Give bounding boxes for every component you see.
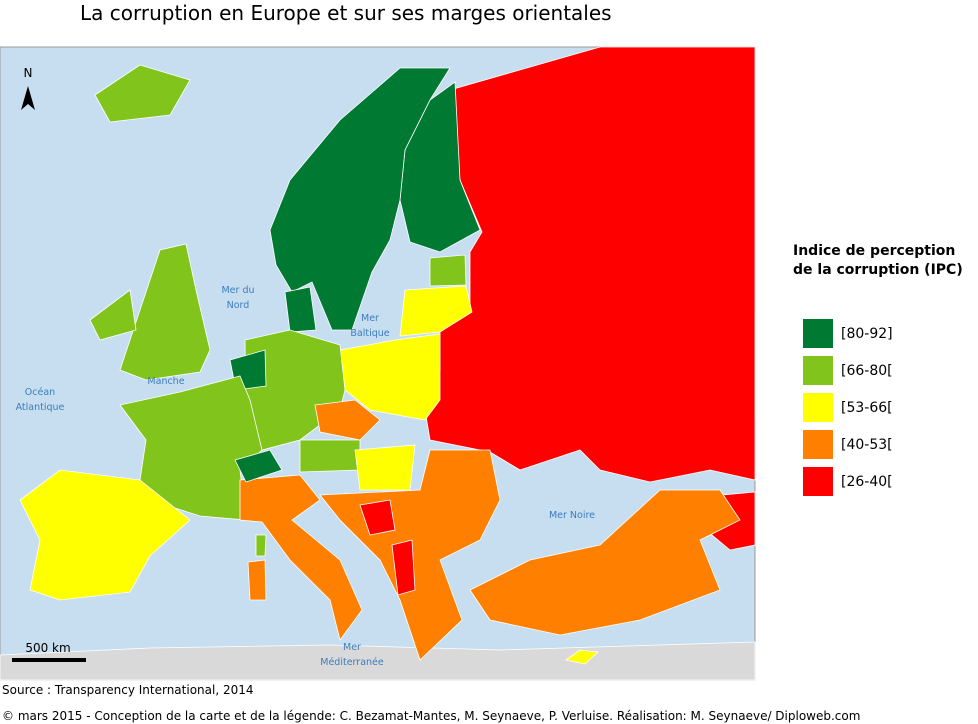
sea-label: Océan	[25, 387, 55, 398]
legend: Indice de perception de la corruption (IP…	[793, 243, 963, 496]
legend-label: [40-53[	[841, 437, 893, 453]
sea-label: Méditerranée	[320, 657, 384, 668]
north-arrow	[21, 86, 35, 110]
legend-label: [66-80[	[841, 363, 893, 379]
legend-swatch	[803, 467, 833, 496]
sea-label: Mer	[361, 313, 379, 324]
sea-label: Mer	[343, 642, 361, 653]
title: La corruption en Europe et sur ses marge…	[80, 1, 612, 25]
sea-label: Mer du	[221, 285, 254, 296]
legend-swatch	[803, 356, 833, 385]
legend-title: Indice de perception	[793, 243, 955, 259]
scale-label: 500 km	[25, 641, 70, 655]
sea-label: Baltique	[350, 328, 389, 339]
legend-swatch	[803, 393, 833, 422]
land	[0, 46, 756, 681]
legend-label: [80-92]	[841, 326, 893, 342]
legend-title: de la corruption (IPC)	[793, 262, 963, 278]
sea-label: Nord	[227, 300, 250, 311]
sea-label: Mer Noire	[549, 510, 595, 521]
source: Source : Transparency International, 201…	[2, 683, 254, 697]
scale-bar	[12, 658, 86, 662]
legend-swatch	[803, 430, 833, 459]
map: Mer du Nord Mer Baltique Océan Atlantique Manc…	[0, 46, 756, 681]
legend-label: [26-40[	[841, 474, 893, 490]
sea-labels: Mer du Nord Mer Baltique Océan Atlantique Manc…	[16, 285, 596, 668]
north-label: N	[24, 66, 33, 80]
credits: © mars 2015 - Conception de la carte et …	[2, 709, 860, 723]
legend-swatch	[803, 319, 833, 348]
sea-label: Atlantique	[16, 402, 65, 413]
legend-label: [53-66[	[841, 400, 893, 416]
sea-label: Manche	[147, 376, 184, 387]
